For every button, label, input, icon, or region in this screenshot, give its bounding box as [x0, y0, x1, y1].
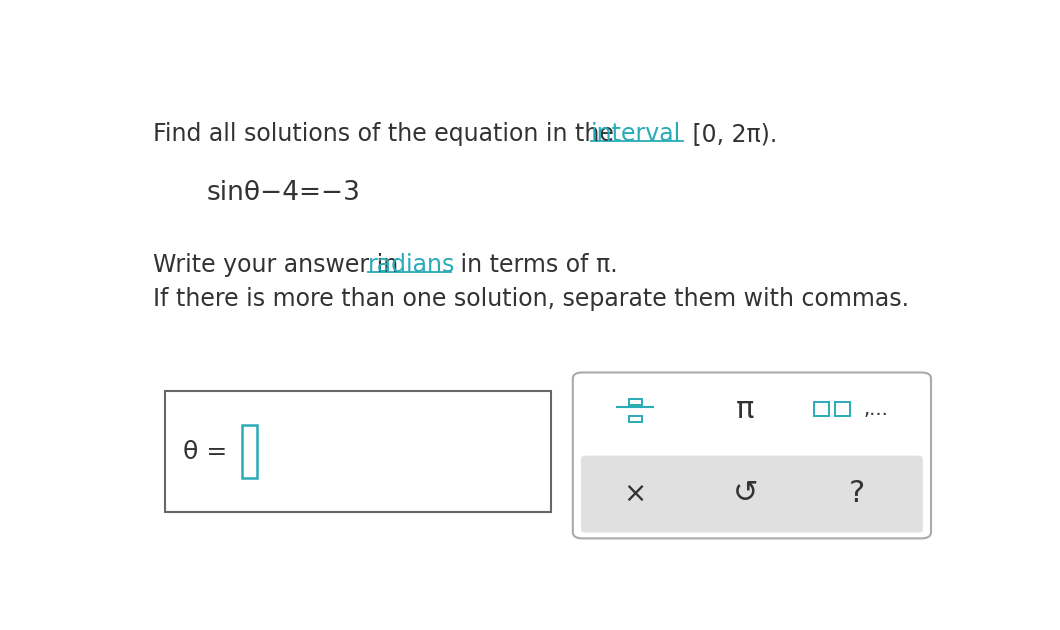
Text: ↺: ↺ [732, 479, 758, 508]
Text: ?: ? [849, 479, 865, 508]
Text: ,...: ,... [864, 400, 888, 419]
Text: in terms of π.: in terms of π. [453, 253, 618, 277]
FancyBboxPatch shape [572, 372, 931, 539]
FancyBboxPatch shape [581, 455, 923, 532]
FancyBboxPatch shape [242, 425, 257, 478]
Text: [0, 2π).: [0, 2π). [685, 122, 777, 146]
FancyBboxPatch shape [835, 403, 850, 416]
Text: θ =: θ = [183, 440, 235, 464]
Text: If there is more than one solution, separate them with commas.: If there is more than one solution, sepa… [153, 287, 909, 311]
FancyBboxPatch shape [629, 416, 641, 422]
Text: ×: × [623, 480, 647, 508]
Text: π: π [736, 395, 755, 424]
Text: Find all solutions of the equation in the: Find all solutions of the equation in th… [153, 122, 621, 146]
FancyBboxPatch shape [165, 391, 551, 512]
FancyBboxPatch shape [629, 399, 641, 405]
FancyBboxPatch shape [814, 403, 829, 416]
Text: interval: interval [590, 122, 682, 146]
Text: sinθ−4=−3: sinθ−4=−3 [207, 180, 360, 206]
Text: radians: radians [368, 253, 456, 277]
Text: Write your answer in: Write your answer in [153, 253, 406, 277]
